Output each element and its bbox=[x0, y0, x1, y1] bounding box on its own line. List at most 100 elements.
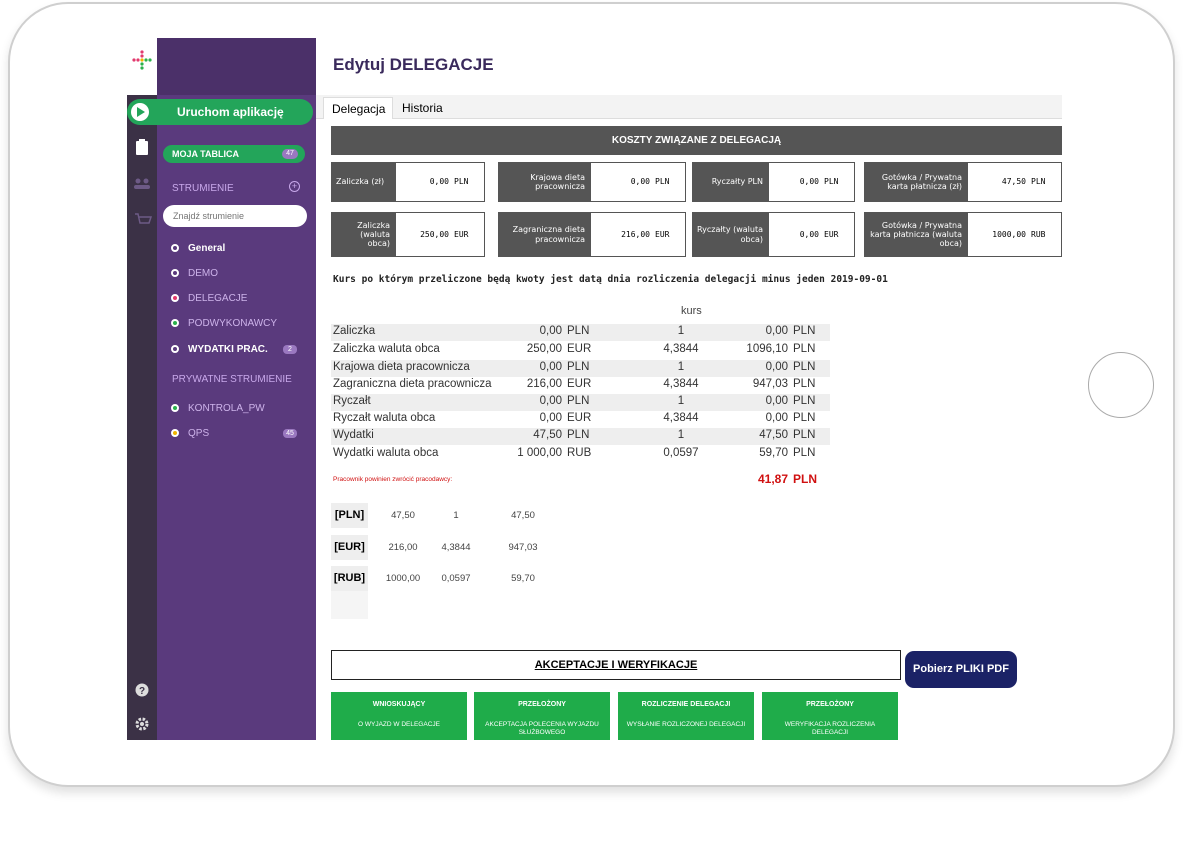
badge: 47 bbox=[282, 149, 298, 159]
row-result-unit: PLN bbox=[793, 343, 816, 355]
cost-value-box bbox=[395, 162, 485, 202]
tab[interactable]: Historia bbox=[402, 101, 443, 115]
stream-dot bbox=[171, 345, 179, 353]
add-icon: + bbox=[289, 181, 300, 192]
approval-card[interactable] bbox=[331, 692, 467, 740]
cost-value: 1000,00 bbox=[992, 229, 1026, 239]
row-rate: 1 bbox=[677, 395, 685, 407]
table-row bbox=[331, 446, 830, 463]
row-result: 1096,10 bbox=[746, 343, 788, 355]
stream-item[interactable]: QPS bbox=[188, 428, 210, 439]
table-row bbox=[331, 342, 830, 359]
row-name: Ryczałt bbox=[333, 395, 371, 407]
stream-item[interactable]: PODWYKONAWCY bbox=[188, 318, 278, 329]
row-rate: 4,3844 bbox=[663, 343, 699, 355]
stream-dot bbox=[171, 319, 179, 327]
table-row bbox=[331, 360, 830, 377]
launch-button[interactable]: Uruchom aplikację bbox=[127, 99, 313, 125]
row-result-unit: PLN bbox=[793, 447, 816, 459]
page-title: Edytuj DELEGACJE bbox=[333, 55, 494, 74]
play-triangle bbox=[137, 107, 145, 117]
cost-value-box bbox=[967, 162, 1062, 202]
stream-item[interactable]: DELEGACJE bbox=[188, 293, 248, 304]
cost-unit: PLN bbox=[454, 177, 469, 186]
row-amount: 0,00 bbox=[539, 361, 562, 373]
row-result: 59,70 bbox=[759, 447, 788, 459]
svg-text:?: ? bbox=[139, 686, 145, 697]
summary-cell: 947,03 bbox=[508, 542, 538, 553]
row-result: 47,50 bbox=[759, 429, 788, 441]
pdf-button[interactable]: Pobierz PLIKI PDF bbox=[905, 651, 1017, 688]
row-amount: 0,00 bbox=[539, 412, 562, 424]
screen: ? Edytuj DELEGACJE Delegacja Historia Uruch… bbox=[127, 38, 1062, 740]
stream-item[interactable]: KONTROLA_PW bbox=[188, 403, 265, 414]
sidebar-top bbox=[157, 38, 316, 95]
row-result-unit: PLN bbox=[793, 395, 816, 407]
rate-note: Kurs po którym przeliczone będą kwoty je… bbox=[333, 274, 888, 285]
summary-cell: 216,00 bbox=[388, 542, 418, 553]
summary-cell: 47,50 bbox=[511, 510, 535, 521]
summary-cell: 59,70 bbox=[511, 573, 535, 584]
table-row bbox=[331, 377, 830, 394]
tab[interactable]: Delegacja bbox=[323, 97, 393, 119]
row-result: 0,00 bbox=[765, 395, 788, 407]
summary-cell: 47,50 bbox=[391, 510, 415, 521]
approval-card[interactable] bbox=[474, 692, 610, 740]
private-heading: PRYWATNE STRUMIENIE bbox=[172, 374, 292, 385]
table-row bbox=[331, 324, 830, 341]
card-text: WYSŁANIE ROZLICZONEJ DELEGACJI bbox=[626, 721, 746, 728]
row-amount: 216,00 bbox=[526, 378, 562, 390]
sidebar-icons: ? bbox=[134, 139, 153, 731]
row-amount: 47,50 bbox=[533, 429, 562, 441]
section-header: KOSZTY ZWIĄZANE Z DELEGACJĄ bbox=[331, 126, 1062, 155]
stream-dot bbox=[171, 244, 179, 252]
row-currency: EUR bbox=[567, 343, 592, 355]
cost-value-box bbox=[590, 162, 686, 202]
stream-item[interactable]: General bbox=[188, 243, 226, 254]
row-rate: 4,3844 bbox=[663, 412, 699, 424]
summary-cell: 1 bbox=[453, 510, 459, 521]
row-name: Ryczałt waluta obca bbox=[333, 412, 436, 424]
rate-header: kurs bbox=[681, 305, 702, 317]
logo-box bbox=[127, 38, 157, 95]
cost-unit: PLN bbox=[655, 177, 670, 186]
summary-label: [EUR] bbox=[331, 535, 368, 560]
row-currency: RUB bbox=[567, 447, 592, 459]
stream-dot bbox=[171, 429, 179, 437]
badge: 45 bbox=[283, 429, 297, 438]
cost-unit: EUR bbox=[655, 229, 670, 239]
row-amount: 250,00 bbox=[526, 343, 562, 355]
row-currency: EUR bbox=[567, 412, 592, 424]
cost-label: Krajowa dieta pracownicza bbox=[498, 162, 590, 202]
row-name: Zaliczka bbox=[333, 325, 376, 337]
stream-dot bbox=[171, 404, 179, 412]
cost-value-box bbox=[967, 212, 1062, 257]
cost-value: 250,00 bbox=[420, 229, 449, 239]
row-currency: EUR bbox=[567, 378, 592, 390]
row-result: 0,00 bbox=[765, 361, 788, 373]
search-input[interactable] bbox=[163, 205, 307, 227]
stream-item[interactable]: DEMO bbox=[188, 268, 218, 279]
approval-card[interactable] bbox=[762, 692, 898, 740]
streams-heading: STRUMIENIE bbox=[172, 183, 234, 194]
row-currency: PLN bbox=[567, 361, 590, 373]
cost-unit: RUB bbox=[1031, 229, 1046, 239]
cost-value-box bbox=[395, 212, 485, 257]
row-result: 0,00 bbox=[765, 412, 788, 424]
cost-label: Ryczałty (waluta obca) bbox=[692, 212, 768, 257]
approval-card[interactable] bbox=[618, 692, 754, 740]
stream-item[interactable]: WYDATKI PRAC. bbox=[188, 344, 268, 355]
my-board[interactable]: MOJA TABLICA bbox=[163, 145, 305, 163]
cost-value-box bbox=[768, 162, 855, 202]
table-row bbox=[331, 411, 830, 428]
cost-value: 0,00 bbox=[429, 177, 449, 186]
approvals-title: AKCEPTACJE I WERYFIKACJE bbox=[331, 650, 901, 680]
summary-cell: 4,3844 bbox=[441, 542, 471, 553]
row-name: Zagraniczna dieta pracownicza bbox=[333, 378, 492, 390]
row-result-unit: PLN bbox=[793, 361, 816, 373]
cost-label: Gotówka / Prywatna karta płatnicza (zł) bbox=[864, 162, 967, 202]
summary-strip bbox=[331, 591, 368, 619]
row-result: 0,00 bbox=[765, 325, 788, 337]
row-currency: PLN bbox=[567, 325, 590, 337]
